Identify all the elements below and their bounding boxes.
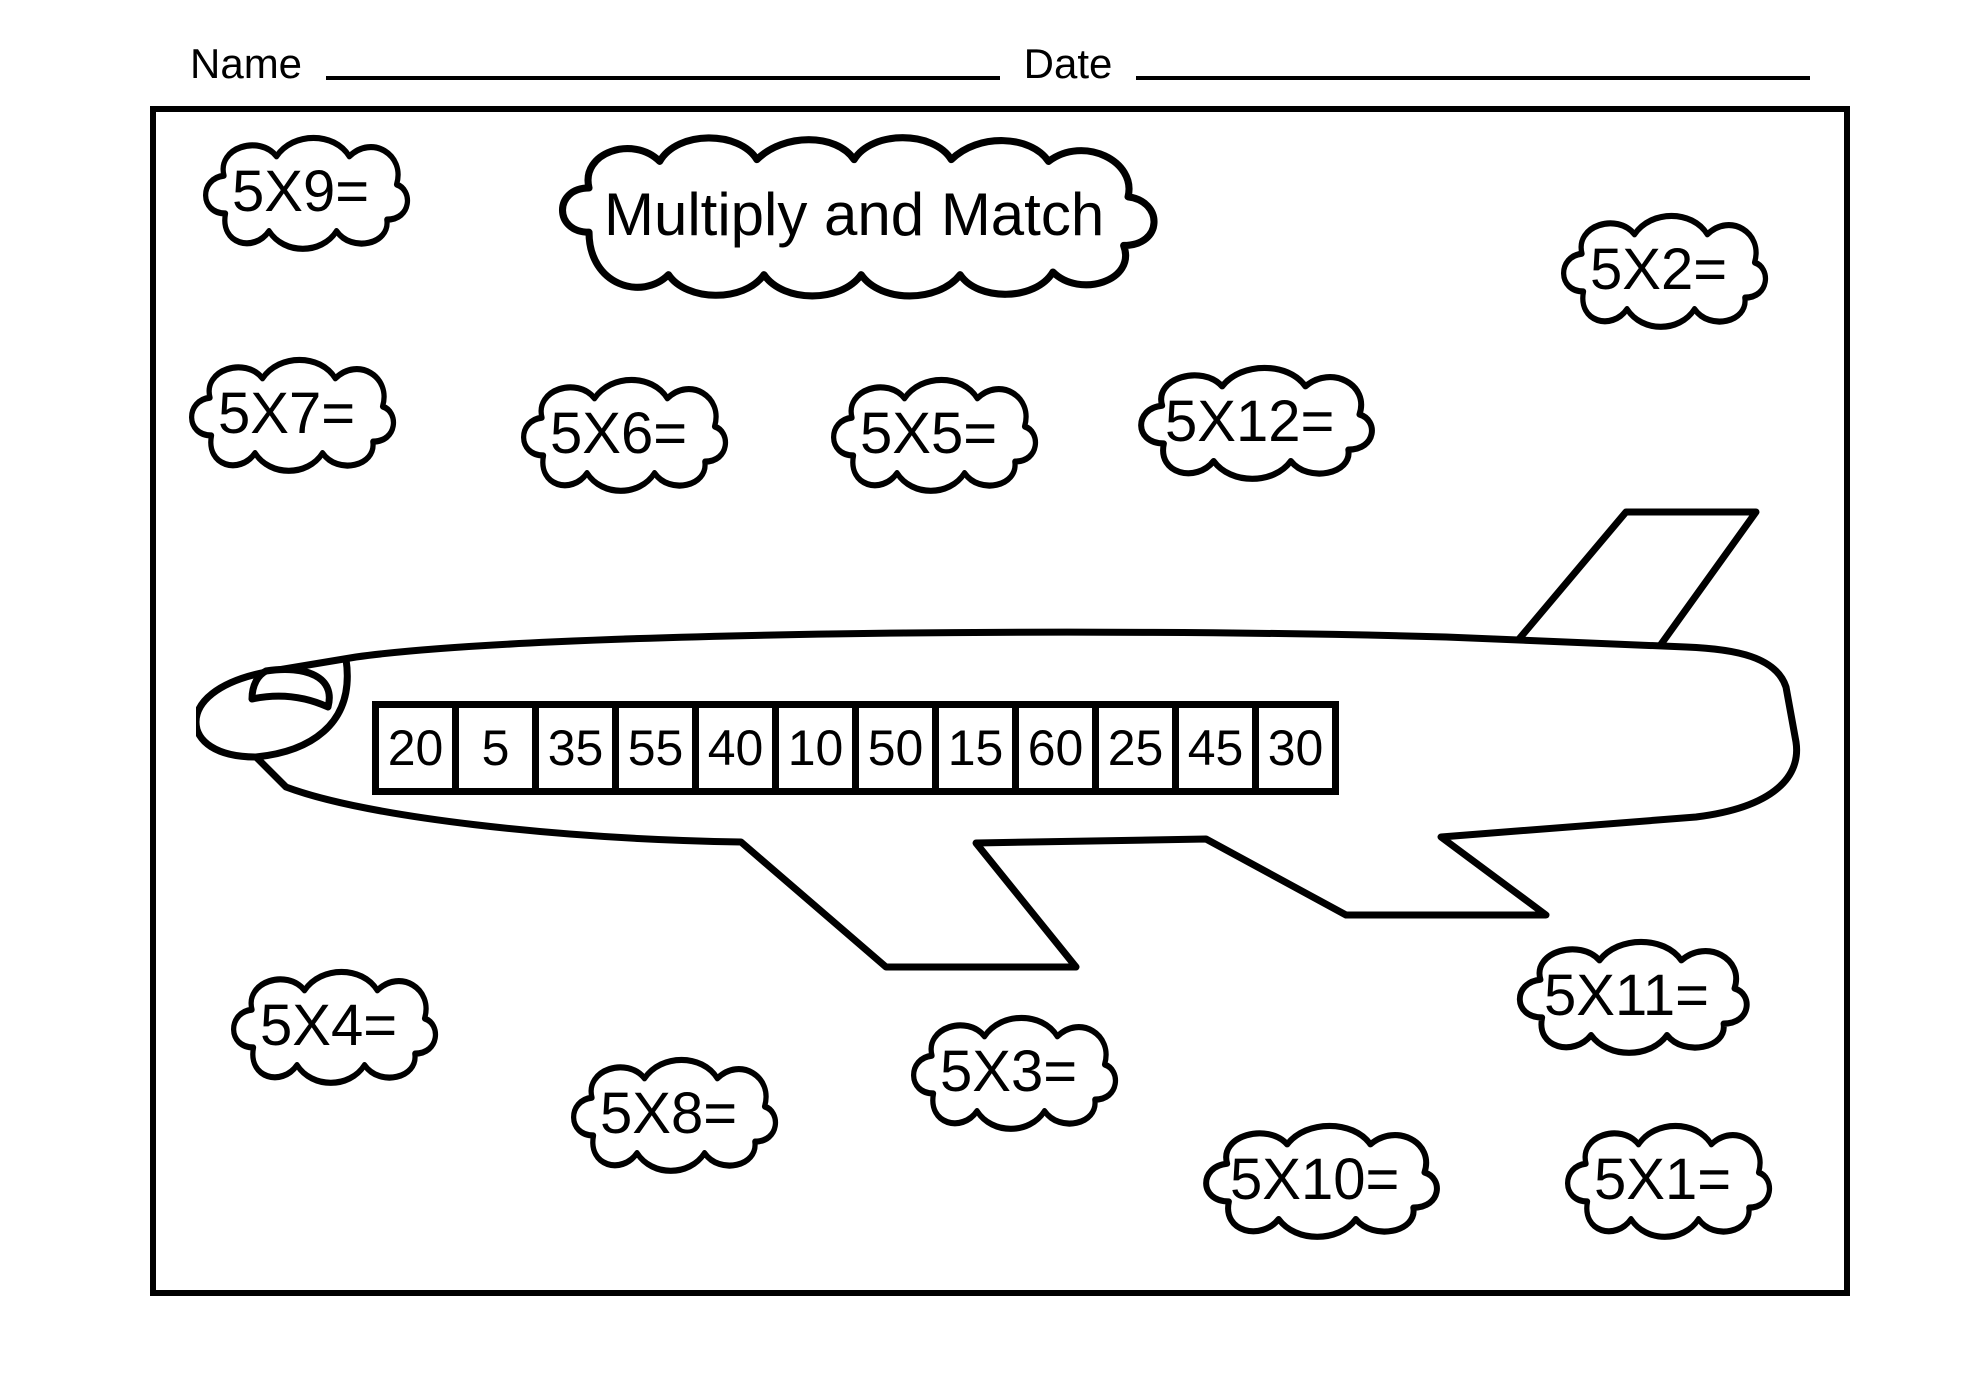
date-blank[interactable]: [1136, 76, 1810, 80]
problem-text: 5X10=: [1186, 1118, 1443, 1241]
problem-cloud[interactable]: 5X2=: [1546, 208, 1771, 331]
problem-text: 5X6=: [506, 372, 731, 495]
answer-window[interactable]: 50: [852, 701, 939, 795]
answer-window[interactable]: 10: [772, 701, 859, 795]
problem-cloud[interactable]: 5X5=: [816, 372, 1041, 495]
problem-cloud[interactable]: 5X12=: [1121, 360, 1378, 483]
answer-windows: 20535554010501560254530: [372, 701, 1339, 795]
answer-window[interactable]: 55: [612, 701, 699, 795]
worksheet-header: Name Date: [150, 40, 1850, 106]
answer-window[interactable]: 35: [532, 701, 619, 795]
answer-window[interactable]: 25: [1092, 701, 1179, 795]
answer-window[interactable]: 30: [1252, 701, 1339, 795]
problem-text: 5X2=: [1546, 208, 1771, 331]
title-cloud: Multiply and Match: [536, 126, 1172, 303]
problem-text: 5X4=: [216, 964, 441, 1087]
problem-cloud[interactable]: 5X6=: [506, 372, 731, 495]
problem-cloud[interactable]: 5X9=: [188, 130, 413, 253]
problem-text: 5X5=: [816, 372, 1041, 495]
name-label: Name: [190, 40, 302, 88]
worksheet-title: Multiply and Match: [536, 126, 1172, 303]
problem-text: 5X11=: [1500, 934, 1753, 1057]
worksheet-frame: Multiply and Match 205355540105015602545…: [150, 106, 1850, 1296]
answer-window[interactable]: 40: [692, 701, 779, 795]
answer-window[interactable]: 20: [372, 701, 459, 795]
problem-text: 5X3=: [896, 1010, 1121, 1133]
date-label: Date: [1024, 40, 1113, 88]
problem-cloud[interactable]: 5X1=: [1550, 1118, 1775, 1241]
answer-window[interactable]: 5: [452, 701, 539, 795]
answer-window[interactable]: 15: [932, 701, 1019, 795]
problem-text: 5X8=: [556, 1052, 781, 1175]
problem-text: 5X12=: [1121, 360, 1378, 483]
problem-cloud[interactable]: 5X7=: [174, 352, 399, 475]
problem-cloud[interactable]: 5X8=: [556, 1052, 781, 1175]
problem-text: 5X9=: [188, 130, 413, 253]
problem-text: 5X1=: [1550, 1118, 1775, 1241]
problem-cloud[interactable]: 5X10=: [1186, 1118, 1443, 1241]
name-blank[interactable]: [326, 76, 1000, 80]
problem-cloud[interactable]: 5X4=: [216, 964, 441, 1087]
answer-window[interactable]: 60: [1012, 701, 1099, 795]
answer-window[interactable]: 45: [1172, 701, 1259, 795]
problem-cloud[interactable]: 5X3=: [896, 1010, 1121, 1133]
problem-text: 5X7=: [174, 352, 399, 475]
worksheet-page: Name Date Multiply and Match: [150, 40, 1850, 1340]
problem-cloud[interactable]: 5X11=: [1500, 934, 1753, 1057]
